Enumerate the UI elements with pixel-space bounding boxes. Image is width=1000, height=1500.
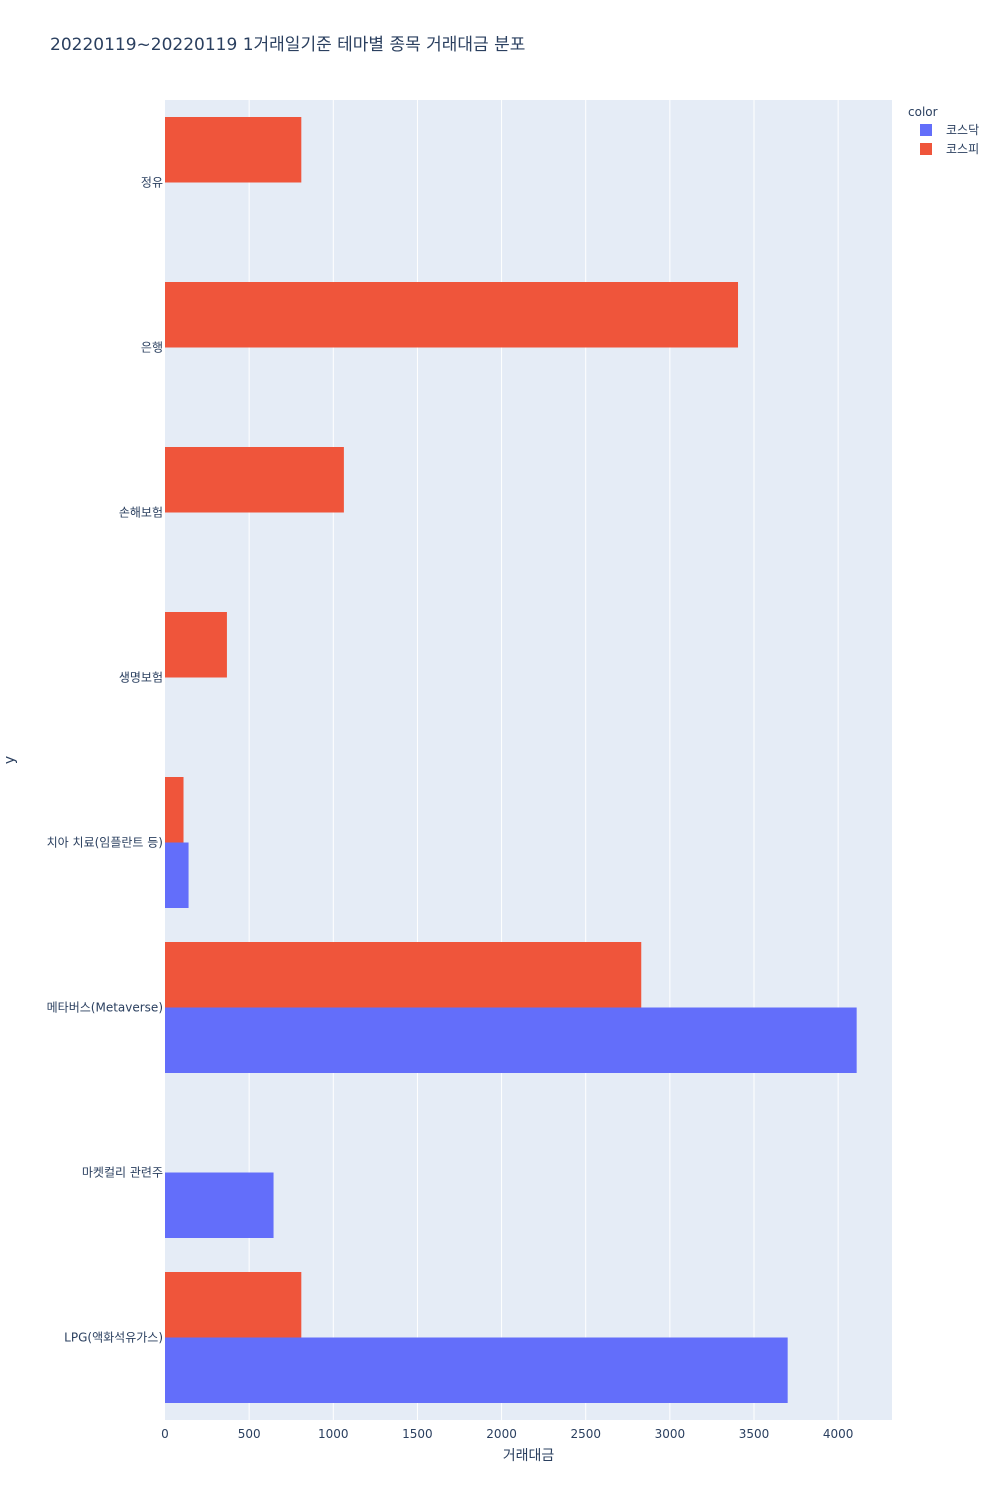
- bars: [165, 117, 857, 1403]
- bar-코스피-7[interactable]: [165, 117, 302, 183]
- bar-코스닥-2[interactable]: [165, 1007, 857, 1074]
- x-tick-label: 3000: [655, 1427, 686, 1441]
- x-axis-title: 거래대금: [503, 1448, 555, 1464]
- bar-코스피-0[interactable]: [165, 1272, 302, 1338]
- x-tick-label: 0: [161, 1427, 169, 1441]
- y-tick-label: 손해보험: [119, 506, 163, 520]
- legend-title: color: [908, 105, 938, 119]
- x-tick-label: 1500: [402, 1427, 433, 1441]
- y-tick-label: LPG(액화석유가스): [64, 1331, 163, 1345]
- x-tick-label: 4000: [823, 1427, 854, 1441]
- y-axis-title: y: [2, 756, 18, 764]
- bar-코스닥-0[interactable]: [165, 1337, 788, 1404]
- legend-swatch[interactable]: [920, 143, 932, 155]
- legend-label[interactable]: 코스닥: [946, 123, 979, 137]
- bar-코스피-5[interactable]: [165, 447, 344, 513]
- x-tick-label: 2500: [570, 1427, 601, 1441]
- x-axis-ticks: 0 500 1000 1500 2000 2500 3000 3500 4000: [161, 1427, 853, 1441]
- y-tick-label: 메타버스(Metaverse): [47, 1001, 163, 1015]
- legend-label[interactable]: 코스피: [946, 142, 979, 156]
- x-tick-label: 1000: [318, 1427, 349, 1441]
- y-tick-label: 치아 치료(임플란트 등): [47, 836, 163, 850]
- x-tick-label: 3500: [739, 1427, 770, 1441]
- y-tick-label: 은행: [141, 340, 163, 355]
- legend-swatch[interactable]: [920, 124, 932, 136]
- bar-코스피-6[interactable]: [165, 282, 739, 348]
- y-tick-label: 생명보험: [119, 671, 163, 685]
- y-tick-label: 정유: [141, 176, 163, 190]
- y-axis-ticks: LPG(액화석유가스) 마켓컬리 관련주 메타버스(Metaverse) 치아 치료(…: [47, 176, 163, 1345]
- x-tick-label: 500: [238, 1427, 261, 1441]
- bar-코스피-2[interactable]: [165, 942, 642, 1008]
- chart-title: 20220119~20220119 1거래일기준 테마별 종목 거래대금 분포: [50, 35, 526, 55]
- bar-코스피-4[interactable]: [165, 612, 227, 678]
- bar-코스닥-1[interactable]: [165, 1172, 274, 1239]
- bar-코스피-3[interactable]: [165, 777, 184, 843]
- x-tick-label: 2000: [486, 1427, 517, 1441]
- bar-코스닥-3[interactable]: [165, 842, 189, 909]
- y-tick-label: 마켓컬리 관련주: [82, 1166, 163, 1180]
